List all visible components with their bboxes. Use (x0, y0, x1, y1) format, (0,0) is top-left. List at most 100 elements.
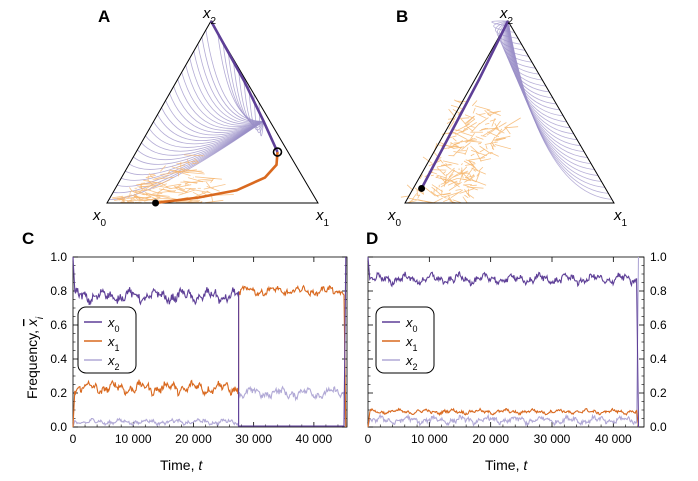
panel-b-noise-stroke (458, 116, 467, 126)
panel-b-noise-stroke (431, 186, 442, 196)
panel-b-noise-stroke (443, 198, 451, 202)
panel-b-noise-stroke (465, 159, 475, 164)
panel-a-streamline (222, 41, 264, 123)
panel-b-letter: B (396, 7, 408, 26)
panel-b-noise-stroke (470, 149, 488, 157)
panel-a-noise-stroke (143, 198, 156, 202)
panel-a-noise-stroke (178, 189, 196, 196)
panel-b-noise-stroke (447, 180, 458, 186)
panel-b-noise-stroke (400, 195, 410, 198)
panel-c-ytick-label: 0.8 (50, 284, 67, 298)
panel-a-noise-stroke (134, 189, 147, 195)
panel-b-noise-stroke (476, 152, 482, 162)
panel-c-plot: 0 10 000 20 000 30 000 40 000 0.0 0.2 0.4 0.6 0.8… (50, 250, 348, 446)
panel-b-noise-stroke (455, 189, 462, 191)
panel-b-noise-stroke (475, 113, 487, 119)
panel-c-ytick-label: 0.4 (50, 352, 67, 366)
panel-b-noise-stroke (436, 167, 446, 176)
panel-c-ytick-label: 0.0 (50, 420, 67, 434)
panel-b-noise-stroke (453, 146, 465, 149)
panel-a-streamlines (109, 29, 264, 204)
panel-b-noise-stroke (464, 147, 469, 156)
panel-a-streamline (201, 36, 264, 123)
panel-b-vertex-x1: x1 (613, 207, 628, 229)
panel-b-streamline (493, 20, 515, 33)
panel-b-noise-stroke (464, 114, 475, 119)
panel-a-noise-stroke (166, 183, 181, 187)
panel-d-series-x2 (367, 256, 640, 428)
panel-b-noise-stroke (443, 193, 451, 196)
panel-a-streamline (181, 72, 264, 128)
panel-a-streamline (185, 65, 264, 126)
panel-b-noise-stroke (435, 175, 440, 178)
panel-c-ylabel: Frequency, xi (24, 316, 46, 399)
panel-b-noise-stroke (495, 128, 505, 134)
panel-b-noise-stroke (462, 122, 477, 131)
panel-d-plot: 0 10 000 20 000 30 000 40 000 0.0 0.2 0.4 0.6 0.8… (365, 250, 667, 446)
panel-b-noise-stroke (443, 192, 459, 198)
panel-b-noise-stroke (433, 197, 443, 204)
panel-a-noise-stroke (183, 171, 205, 175)
panel-b-streamline (507, 20, 578, 141)
panel-b-noise-stroke (479, 148, 485, 153)
panel-d-xtick-label: 0 (365, 432, 372, 446)
panel-b-noise-stroke (459, 188, 475, 194)
panel-a-noise-stroke (117, 194, 133, 200)
panel-c-xtick-label: 0 (70, 432, 77, 446)
panel-b-noise-stroke (461, 132, 473, 137)
panel-b-noise-stroke (439, 159, 444, 164)
panel-b-noise-stroke (443, 178, 461, 185)
panel-b-noise-stroke (484, 141, 498, 145)
panel-b-noise-stroke (472, 107, 476, 114)
panel-a-noise-stroke (183, 154, 205, 157)
panel-a-noise-stroke (127, 199, 133, 202)
panel-a-noise-stroke (177, 164, 186, 168)
panel-b-noise-stroke (469, 173, 473, 181)
panel-b-noise-stroke (445, 163, 448, 165)
panel-b-noise-stroke (468, 157, 486, 161)
panel-b-noise-stroke (489, 119, 497, 122)
panel-d-ytick-label: 1.0 (650, 250, 667, 264)
panel-c-xtick-label: 40 000 (296, 432, 333, 446)
panel-b-noise-stroke (494, 123, 500, 131)
panel-b-noise-stroke (479, 145, 492, 155)
panel-b-noise-stroke (448, 169, 456, 178)
panel-a-noise-stroke (179, 188, 188, 193)
panel-d-series-x0 (367, 256, 640, 428)
panel-a-letter: A (98, 7, 110, 26)
panel-a-vertex-x1: x1 (315, 207, 330, 229)
panel-b-noise-stroke (478, 166, 484, 172)
panel-d-ytick-label: 0.0 (650, 420, 667, 434)
panel-d-xtick-label: 10 000 (411, 432, 448, 446)
panel-b-noise-stroke (436, 192, 451, 197)
panel-b-noise-stroke (470, 125, 475, 128)
panel-a-noise-stroke (193, 191, 209, 198)
panel-d-ytick-label: 0.6 (650, 318, 667, 332)
panel-b-noise-stroke (480, 127, 487, 131)
panel-a-noise-stroke (203, 184, 226, 190)
panel-a-noise-stroke (154, 176, 175, 180)
panel-b-noise-stroke (452, 137, 457, 142)
panel-b-noise-stroke (471, 122, 480, 133)
panel-b-noise-stroke (471, 174, 475, 177)
panel-b-noise-stroke (475, 136, 484, 140)
panel-a-streamline (177, 79, 264, 129)
panel-a: A x0 x1 x2 (92, 5, 330, 229)
panel-a-noise-stroke (141, 193, 160, 197)
panel-b-noise-stroke (466, 167, 474, 177)
panel-b-noise-stroke (452, 131, 468, 140)
panel-b-noise-stroke (453, 151, 466, 154)
panel-d-legend-x2: x2 (405, 353, 418, 372)
panel-a-vertex-x2: x2 (202, 5, 217, 27)
panel-b-noise-stroke (478, 113, 486, 115)
panel-a-noise-stroke (186, 188, 192, 193)
panel-b-noise-stroke (439, 176, 446, 183)
panel-a-vertex-x0: x0 (92, 207, 107, 229)
panel-b-noise-stroke (431, 184, 443, 193)
panel-b-noise-stroke (476, 171, 481, 177)
panel-b-noise-stroke (489, 152, 499, 157)
panel-b: B x0 x1 x2 (387, 5, 628, 229)
panel-a-noise-stroke (140, 184, 143, 190)
panel-a-trajectory-x1 (155, 151, 279, 205)
